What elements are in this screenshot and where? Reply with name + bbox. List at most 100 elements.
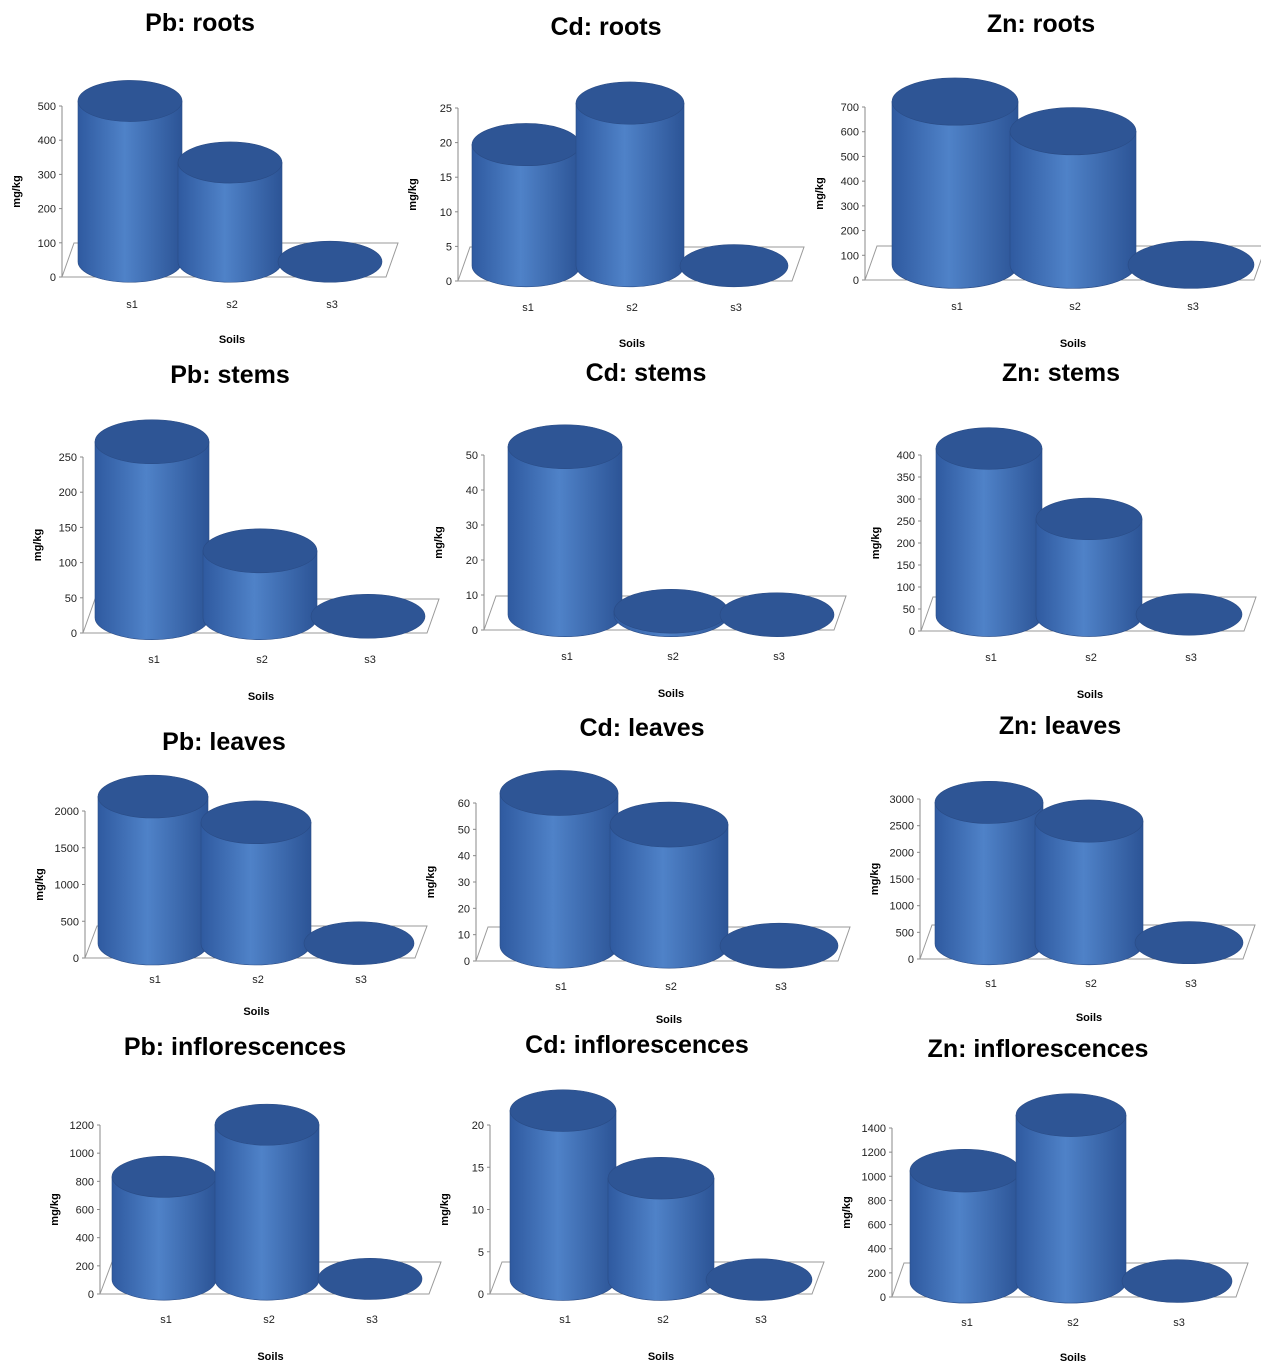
x-axis-label: Soils	[1076, 1012, 1102, 1024]
y-tick-label: 0	[446, 276, 452, 288]
y-tick-label: 25	[440, 103, 452, 115]
x-axis-label: Soils	[248, 691, 274, 703]
y-tick-label: 5	[478, 1247, 484, 1259]
bar-top-s2	[613, 588, 729, 634]
y-tick-label: 350	[897, 472, 915, 484]
x-category-label: s3	[1173, 1317, 1185, 1329]
x-category-label: s3	[730, 302, 742, 314]
y-tick-label: 200	[38, 204, 56, 216]
y-tick-label: 200	[76, 1261, 94, 1273]
bar-top-s3	[1121, 1259, 1233, 1303]
chart-panel: Pb: leaves 0 500 1000 1500 2000 mg/kg s1 s2 s3 Soi…	[34, 728, 428, 1018]
y-tick-label: 0	[880, 1292, 886, 1304]
bar-s1	[509, 1110, 617, 1301]
x-category-label: s2	[1085, 652, 1097, 664]
bar-top-s2	[609, 801, 729, 848]
x-category-label: s2	[226, 299, 238, 311]
bar-top-s1	[507, 424, 623, 469]
y-tick-label: 1000	[862, 1171, 886, 1183]
y-tick-label: 150	[897, 560, 915, 572]
chart-panel: Pb: inflorescences 0 200 400 600 800 1000 1200 m…	[49, 1033, 442, 1363]
y-axis-label: mg/kg	[34, 868, 46, 900]
bar-top-s1	[934, 780, 1044, 824]
x-category-label: s1	[160, 1314, 172, 1326]
y-axis-label: mg/kg	[433, 526, 445, 558]
x-category-label: s2	[256, 654, 268, 666]
x-category-label: s2	[667, 651, 679, 663]
bar-s2	[575, 102, 685, 288]
y-tick-label: 400	[76, 1233, 94, 1245]
y-tick-label: 40	[466, 485, 478, 497]
bar-top-s2	[1035, 497, 1143, 541]
y-tick-label: 20	[440, 138, 452, 150]
x-category-label: s3	[355, 974, 367, 986]
x-category-label: s2	[252, 974, 264, 986]
x-category-label: s2	[263, 1314, 275, 1326]
chart-title: Zn: stems	[1002, 359, 1120, 387]
y-tick-label: 800	[868, 1195, 886, 1207]
y-axis-label: mg/kg	[439, 1193, 451, 1225]
chart-title: Zn: leaves	[999, 712, 1121, 740]
chart-title: Cd: leaves	[579, 714, 704, 742]
y-tick-label: 200	[59, 487, 77, 499]
chart-title: Cd: stems	[586, 359, 707, 387]
bar-top-s3	[310, 594, 426, 639]
y-tick-label: 1200	[70, 1120, 94, 1132]
x-axis-label: Soils	[648, 1351, 674, 1363]
bar-s1	[935, 448, 1043, 637]
x-axis-label: Soils	[243, 1006, 269, 1018]
x-category-label: s2	[1069, 301, 1081, 313]
y-tick-label: 0	[50, 272, 56, 284]
y-tick-label: 1500	[890, 874, 914, 886]
bar-s2	[1015, 1114, 1127, 1304]
chart-panel: Zn: leaves 0 500 1000 1500 2000 2500 3000 mg/kg s…	[869, 712, 1256, 1024]
bar-top-s3	[719, 922, 839, 969]
bar-top-s1	[97, 774, 209, 819]
y-tick-label: 10	[472, 1205, 484, 1217]
bar-top-s3	[277, 240, 383, 283]
y-tick-label: 40	[458, 851, 470, 863]
y-tick-label: 0	[88, 1289, 94, 1301]
bar-top-s1	[471, 123, 581, 167]
x-category-label: s2	[1067, 1317, 1079, 1329]
bar-top-s2	[1009, 107, 1137, 156]
x-category-label: s3	[326, 299, 338, 311]
bar-top-s1	[909, 1148, 1021, 1193]
y-tick-label: 700	[841, 102, 859, 114]
y-axis-label: mg/kg	[425, 866, 437, 898]
x-category-label: s2	[665, 981, 677, 993]
x-category-label: s1	[559, 1314, 571, 1326]
x-category-label: s2	[657, 1314, 669, 1326]
chart-panel: Cd: inflorescences 0 5 10 15 20 mg/kg s1 s2 s3 Soi…	[439, 1031, 825, 1363]
y-tick-label: 20	[466, 555, 478, 567]
chart-title: Pb: inflorescences	[124, 1033, 346, 1061]
x-axis-label: Soils	[1060, 338, 1086, 350]
y-tick-label: 10	[440, 207, 452, 219]
y-tick-label: 2000	[890, 847, 914, 859]
y-tick-label: 300	[897, 494, 915, 506]
x-category-label: s1	[985, 978, 997, 990]
bar-top-s2	[607, 1157, 715, 1200]
y-tick-label: 10	[466, 590, 478, 602]
y-tick-label: 2000	[55, 806, 79, 818]
y-tick-label: 50	[65, 593, 77, 605]
chart-title: Zn: roots	[987, 10, 1095, 38]
chart-panel: Zn: inflorescences 0 200 400 600 800 1000 1200 1…	[841, 1035, 1249, 1364]
bar-s1	[934, 802, 1044, 966]
chart-panel: Zn: stems 0 50 100 150 200 250 300 350 400 mg/kg s1…	[870, 359, 1257, 701]
y-axis-label: mg/kg	[407, 178, 419, 210]
y-tick-label: 800	[76, 1176, 94, 1188]
x-category-label: s3	[1187, 301, 1199, 313]
y-tick-label: 150	[59, 522, 77, 534]
bar-top-s3	[317, 1258, 423, 1300]
y-tick-label: 15	[472, 1162, 484, 1174]
chart-title: Cd: roots	[550, 13, 661, 41]
y-tick-label: 3000	[890, 794, 914, 806]
y-tick-label: 600	[868, 1220, 886, 1232]
y-tick-label: 300	[841, 201, 859, 213]
x-category-label: s1	[126, 299, 138, 311]
bar-top-s3	[1127, 240, 1255, 289]
y-tick-label: 0	[908, 954, 914, 966]
y-tick-label: 60	[458, 798, 470, 810]
bar-top-s3	[719, 592, 835, 637]
